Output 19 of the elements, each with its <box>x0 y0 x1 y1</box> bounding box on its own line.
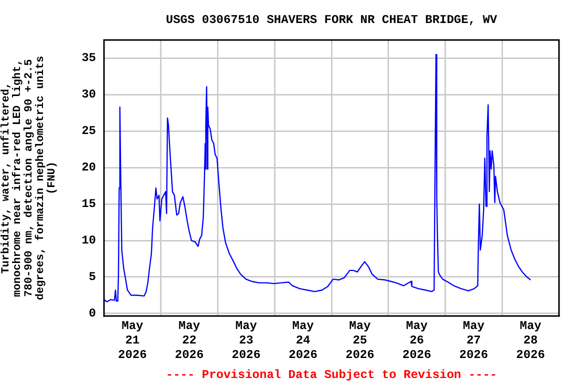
x-tick-label: May 27 2026 <box>459 319 488 362</box>
y-tick-label: 20 <box>82 160 96 175</box>
y-tick-label: 5 <box>88 270 96 284</box>
y-tick-label: 10 <box>82 234 96 248</box>
y-axis-title: Turbidity, water, unfiltered, monochrome near infra-red LED light, 780-900 nm, detection angle 90 +-2.5 degrees, formazin nephelometric units (FNU) <box>0 56 59 300</box>
y-tick-label: 0 <box>88 306 96 320</box>
x-tick-label: May 22 2026 <box>174 319 204 362</box>
text: ---- Provisional Data Subject to Revision ---- <box>166 368 498 382</box>
y-tick-label: 35 <box>82 51 96 66</box>
chart-title: USGS 03067510 SHAVERS FORK NR CHEAT BRIDGE, WV <box>166 13 498 28</box>
y-tick-label: 25 <box>82 124 96 138</box>
x-tick-label: May 26 2026 <box>402 319 432 362</box>
y-tick-label: 15 <box>82 197 96 212</box>
x-tick-label: May 25 2026 <box>346 319 374 362</box>
x-tick-label: May 28 2026 <box>516 319 545 362</box>
x-tick-label: May 21 2026 <box>118 319 147 362</box>
x-tick-label: May 23 2026 <box>232 319 261 362</box>
y-tick-label: 30 <box>82 88 96 102</box>
x-tick-label: May 24 2026 <box>288 319 318 362</box>
